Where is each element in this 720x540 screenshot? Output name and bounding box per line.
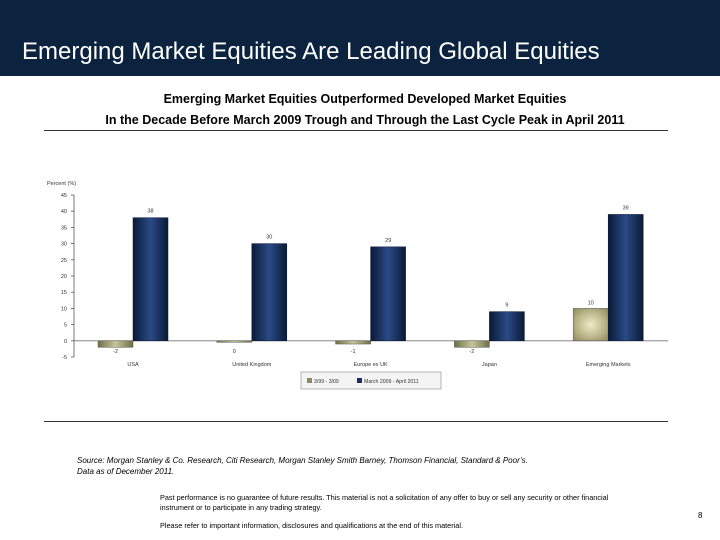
- x-category-label: United Kingdom: [232, 362, 272, 368]
- source-line-2: Data as of December 2011.: [77, 467, 175, 476]
- divider-bottom: [44, 421, 668, 422]
- bar-series2: [251, 243, 288, 342]
- legend-label-series2: March 2009 - April 2011: [364, 379, 419, 385]
- chart-subtitle-2: In the Decade Before March 2009 Trough a…: [105, 113, 625, 127]
- disclaimer-line-3: Please refer to important information, d…: [160, 521, 463, 530]
- bar-series1: [572, 308, 609, 342]
- bar-series2: [607, 214, 644, 342]
- data-label-series2: 30: [266, 235, 272, 241]
- x-category-label: Europe ex UK: [353, 362, 388, 368]
- data-label-series2: 39: [623, 205, 629, 211]
- y-tick-label: 5: [64, 323, 67, 329]
- y-tick-label: 20: [61, 274, 67, 280]
- bar-series2: [370, 246, 406, 342]
- y-tick-label: 45: [61, 193, 67, 199]
- data-label-series2: 9: [505, 303, 508, 309]
- bar-series1: [97, 340, 134, 348]
- chart-subtitle-1: Emerging Market Equities Outperformed De…: [163, 92, 567, 106]
- x-category-label: USA: [127, 362, 139, 368]
- data-label-series1: 0: [233, 349, 236, 355]
- data-label-series1: -2: [113, 349, 118, 355]
- x-category-label: Japan: [482, 362, 497, 368]
- disclaimer-line-2: instrument or to participate in any trad…: [160, 503, 322, 512]
- y-tick-label: 0: [64, 339, 67, 345]
- disclaimer-line-1: Past performance is no guarantee of futu…: [160, 493, 609, 502]
- page-number: 8: [698, 511, 703, 520]
- y-tick-label: 10: [61, 306, 67, 312]
- source-note: Source: Morgan Stanley & Co. Research, C…: [77, 455, 528, 477]
- data-label-series2: 38: [147, 209, 153, 215]
- y-tick-label: 25: [61, 258, 67, 264]
- legend-label-series1: 3/99 - 3/09: [314, 379, 339, 385]
- legend-swatch-series2: [357, 378, 362, 383]
- source-line-1: Source: Morgan Stanley & Co. Research, C…: [77, 456, 528, 465]
- bar-series1: [454, 340, 490, 348]
- x-category-label: Emerging Markets: [586, 362, 631, 368]
- y-tick-label: 35: [61, 225, 67, 231]
- y-tick-label: -5: [62, 355, 67, 361]
- header-banner: Emerging Market Equities Are Leading Glo…: [0, 0, 720, 76]
- bar-series2: [132, 217, 169, 342]
- y-axis-label: Percent (%): [47, 181, 76, 187]
- chart-legend: 3/99 - 3/09 March 2009 - April 2011: [300, 371, 442, 390]
- y-tick-label: 30: [61, 242, 67, 248]
- page-title: Emerging Market Equities Are Leading Glo…: [22, 38, 600, 65]
- data-label-series1: -1: [351, 349, 356, 355]
- data-label-series2: 29: [385, 238, 391, 244]
- bar-series1: [216, 340, 253, 343]
- legend-box: [300, 371, 442, 390]
- divider-top: [44, 130, 668, 131]
- bar-series1: [335, 340, 371, 345]
- data-label-series1: 10: [588, 300, 594, 306]
- data-label-series1: -2: [469, 349, 474, 355]
- legend-swatch-series1: [307, 378, 312, 383]
- bar-series2: [489, 311, 525, 342]
- y-tick-label: 40: [61, 209, 67, 215]
- y-tick-label: 15: [61, 290, 67, 296]
